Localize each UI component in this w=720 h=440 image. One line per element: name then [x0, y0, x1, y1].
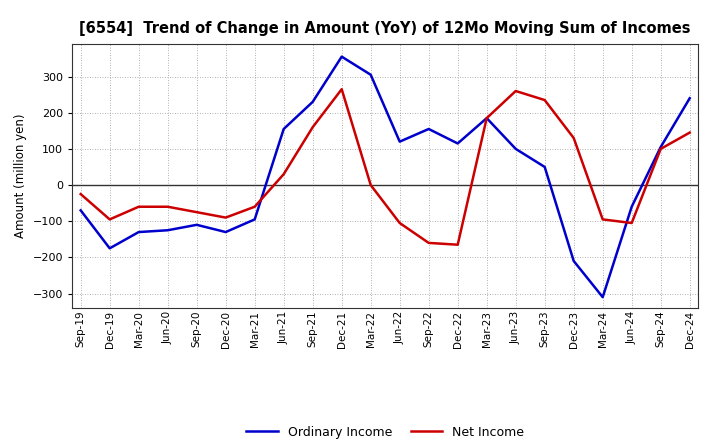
- Net Income: [627, 220, 636, 226]
- Ordinary Income: [482, 115, 491, 121]
- Net Income: [192, 209, 201, 215]
- Line: Ordinary Income: Ordinary Income: [81, 57, 690, 297]
- Net Income: [482, 115, 491, 121]
- Ordinary Income: [570, 258, 578, 264]
- Ordinary Income: [541, 164, 549, 169]
- Net Income: [135, 204, 143, 209]
- Net Income: [598, 217, 607, 222]
- Net Income: [685, 130, 694, 135]
- Net Income: [570, 136, 578, 141]
- Ordinary Income: [454, 141, 462, 146]
- Ordinary Income: [598, 294, 607, 300]
- Ordinary Income: [76, 208, 85, 213]
- Ordinary Income: [338, 54, 346, 59]
- Ordinary Income: [657, 144, 665, 150]
- Title: [6554]  Trend of Change in Amount (YoY) of 12Mo Moving Sum of Incomes: [6554] Trend of Change in Amount (YoY) o…: [79, 21, 691, 36]
- Net Income: [338, 87, 346, 92]
- Net Income: [279, 172, 288, 177]
- Net Income: [424, 240, 433, 246]
- Net Income: [105, 217, 114, 222]
- Net Income: [366, 183, 375, 188]
- Ordinary Income: [424, 126, 433, 132]
- Ordinary Income: [308, 99, 317, 105]
- Ordinary Income: [395, 139, 404, 144]
- Ordinary Income: [627, 204, 636, 209]
- Net Income: [511, 88, 520, 94]
- Line: Net Income: Net Income: [81, 89, 690, 245]
- Ordinary Income: [251, 217, 259, 222]
- Net Income: [395, 220, 404, 226]
- Net Income: [541, 97, 549, 103]
- Net Income: [251, 204, 259, 209]
- Ordinary Income: [685, 95, 694, 101]
- Ordinary Income: [192, 222, 201, 227]
- Ordinary Income: [221, 229, 230, 235]
- Ordinary Income: [105, 246, 114, 251]
- Ordinary Income: [279, 126, 288, 132]
- Net Income: [163, 204, 172, 209]
- Ordinary Income: [135, 229, 143, 235]
- Y-axis label: Amount (million yen): Amount (million yen): [14, 114, 27, 238]
- Net Income: [657, 146, 665, 151]
- Net Income: [308, 125, 317, 130]
- Ordinary Income: [511, 146, 520, 151]
- Ordinary Income: [366, 72, 375, 77]
- Legend: Ordinary Income, Net Income: Ordinary Income, Net Income: [246, 426, 524, 439]
- Net Income: [454, 242, 462, 247]
- Net Income: [221, 215, 230, 220]
- Ordinary Income: [163, 227, 172, 233]
- Net Income: [76, 191, 85, 197]
